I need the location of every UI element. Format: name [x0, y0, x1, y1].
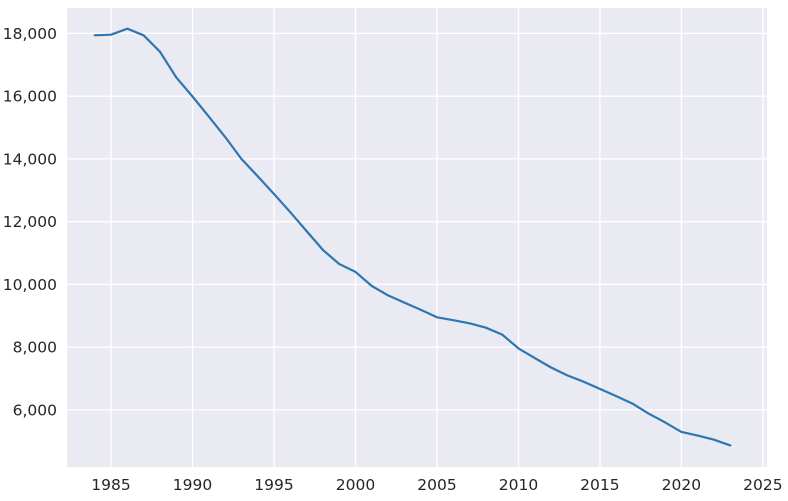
- x-tick-label: 1985: [91, 476, 130, 494]
- x-tick-label: 2020: [662, 476, 701, 494]
- y-tick-label: 8,000: [13, 339, 57, 357]
- y-tick-label: 18,000: [3, 25, 57, 43]
- x-tick-label: 2010: [499, 476, 538, 494]
- plot-background: [67, 8, 767, 467]
- x-tick-label: 2005: [417, 476, 456, 494]
- y-tick-label: 16,000: [3, 88, 57, 106]
- x-tick-label: 2025: [743, 476, 782, 494]
- x-tick-label: 1995: [254, 476, 293, 494]
- y-tick-label: 14,000: [3, 150, 57, 168]
- y-tick-label: 6,000: [13, 401, 57, 419]
- x-tick-label: 2015: [580, 476, 619, 494]
- x-tick-label: 2000: [336, 476, 375, 494]
- y-tick-label: 10,000: [3, 276, 57, 294]
- data-series-line: [93, 27, 732, 447]
- x-tick-label: 1990: [173, 476, 212, 494]
- y-tick-label: 12,000: [3, 213, 57, 231]
